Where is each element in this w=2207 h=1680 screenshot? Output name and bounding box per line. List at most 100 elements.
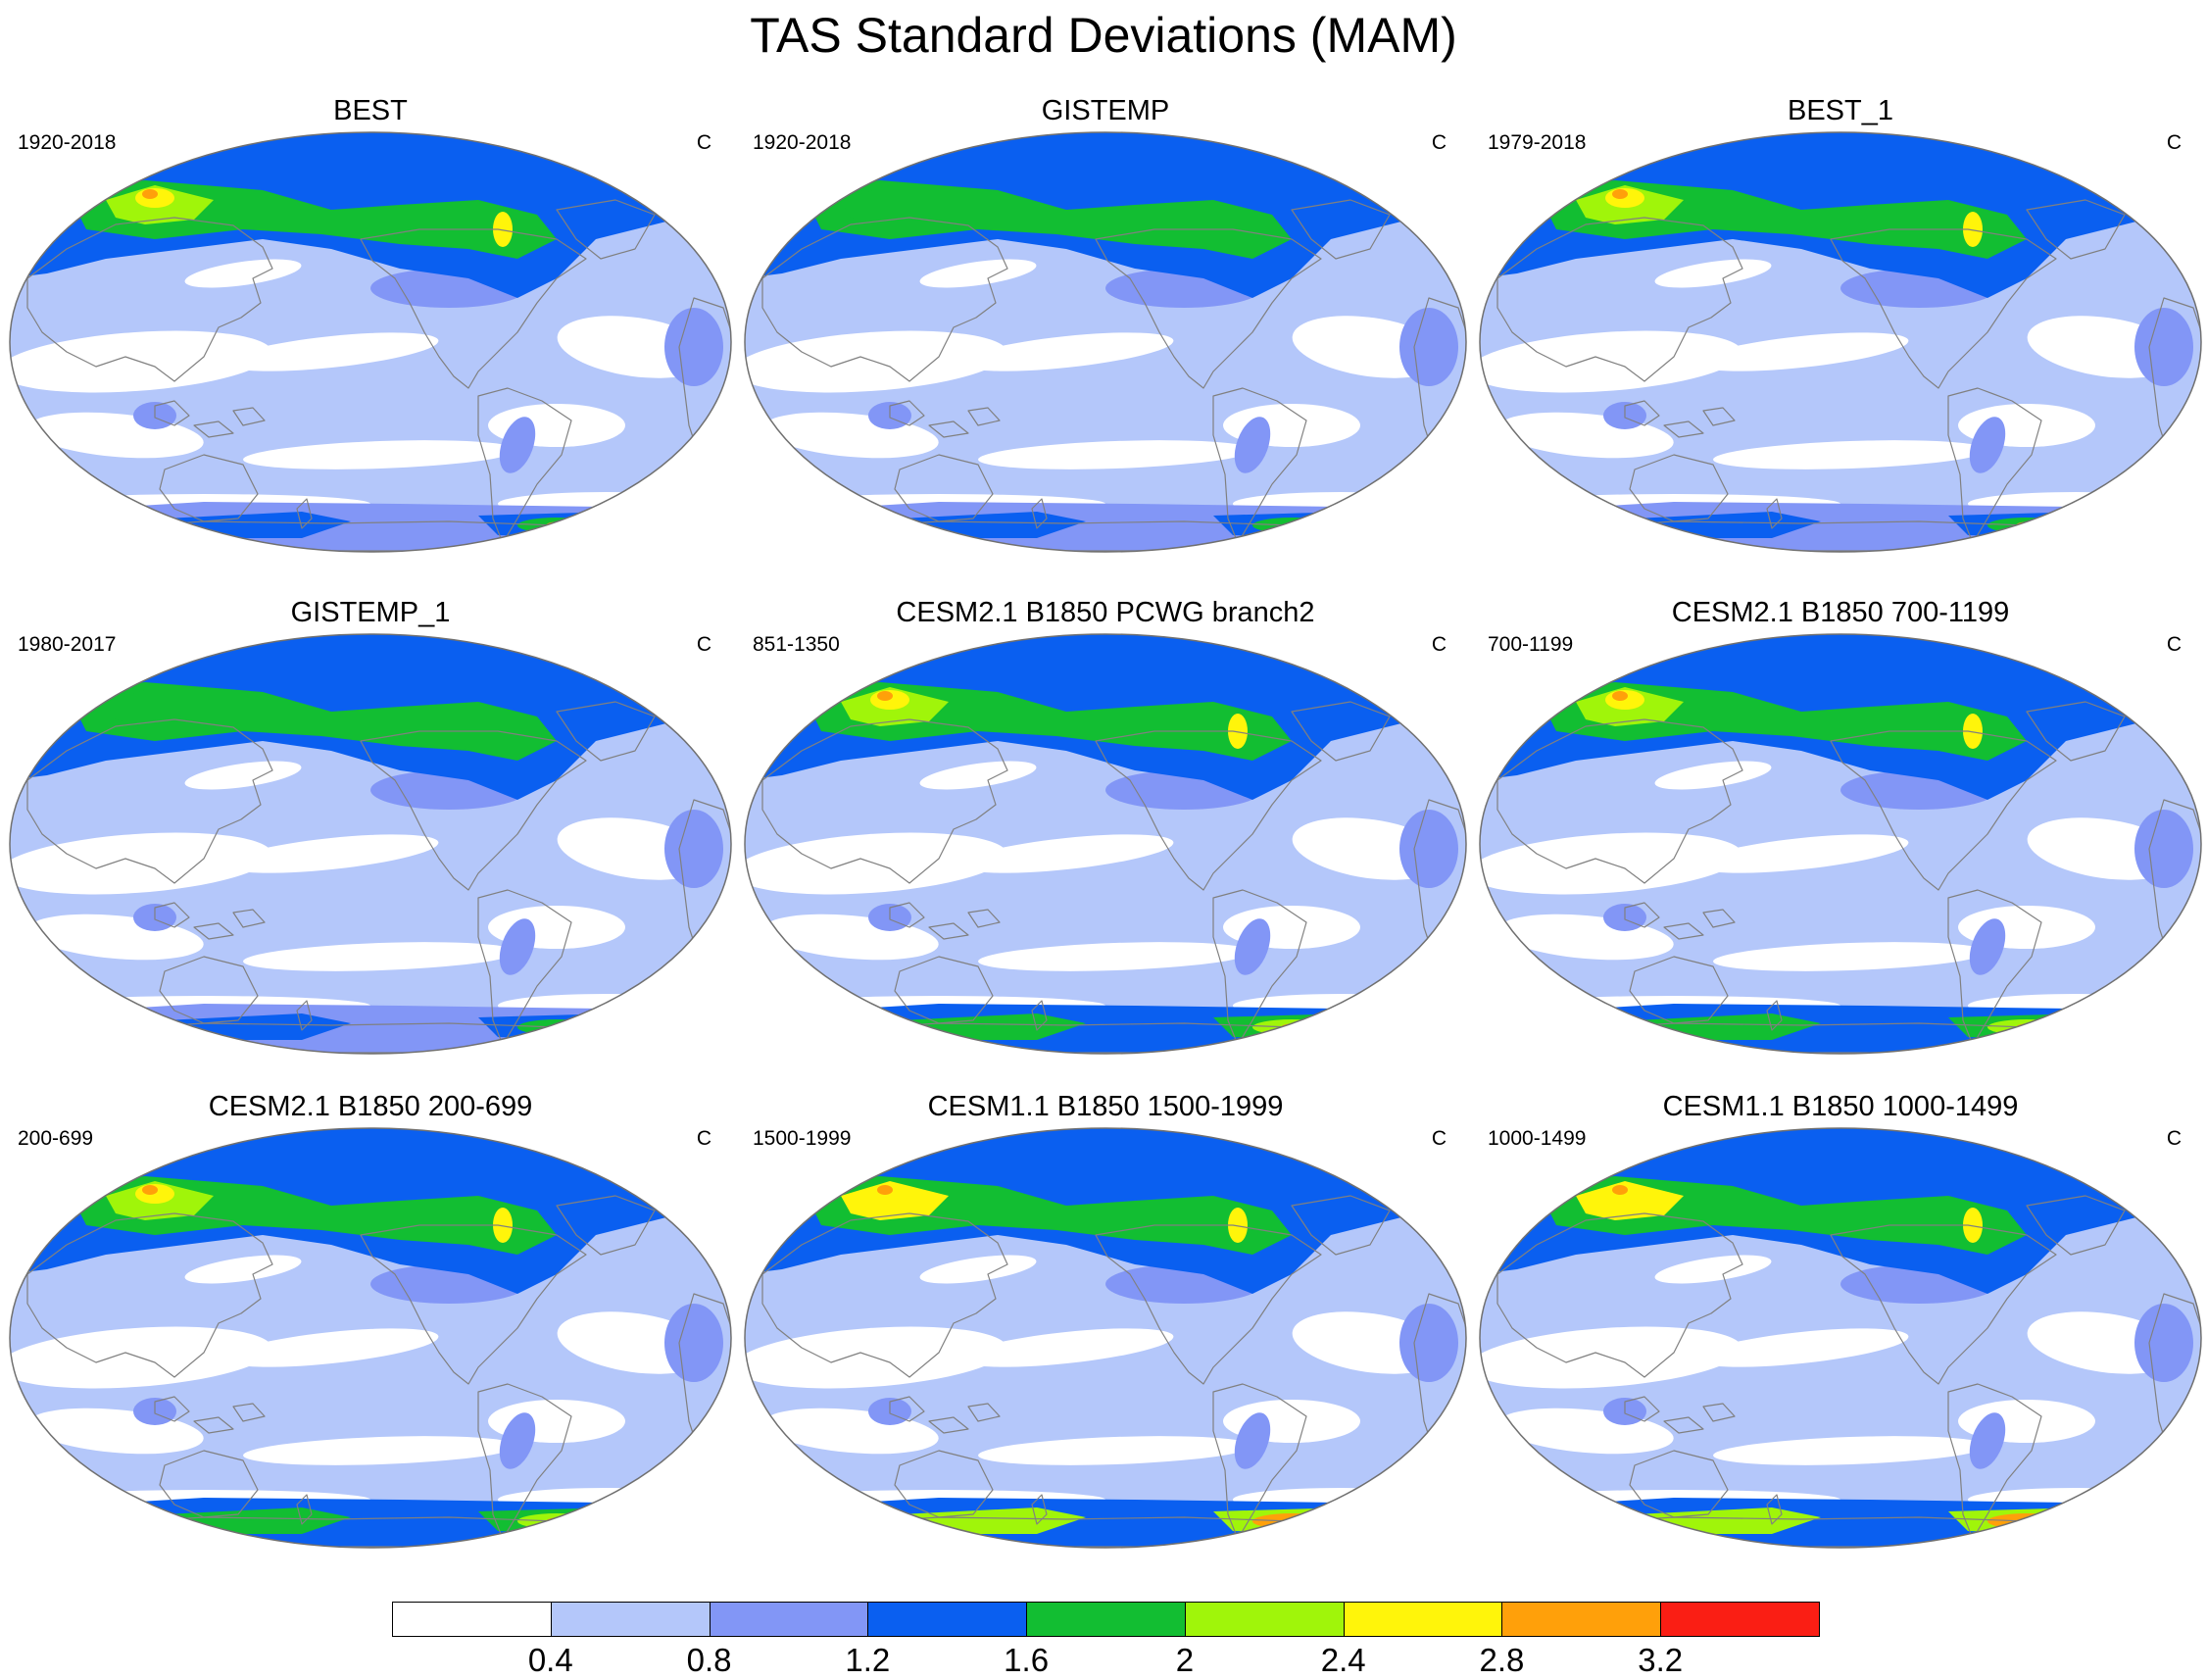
coastline-3 [232,407,266,426]
sh-green-east [1213,1013,1390,1040]
colorbar-segment [867,1602,1028,1637]
siberia-hotter [1612,1185,1628,1195]
panel-unit: C [1431,1127,1447,1150]
sh-green-east [478,1013,655,1040]
canada-hot [1963,714,1983,749]
colorbar-segment [1660,1602,1820,1637]
map-panel: CESM2.1 B1850 200-699 200-699 C [8,1090,733,1551]
sh-blue [10,1004,731,1054]
siberia-hotter [877,1185,893,1195]
coastline-5 [1766,1000,1783,1031]
coastline-5 [1031,498,1048,529]
map-panel: CESM1.1 B1850 1000-1499 1000-1499 C [1478,1090,2203,1551]
coastline-3 [967,909,1001,928]
colorbar-label: 2 [1175,1642,1195,1678]
sh-hot [2016,521,2047,529]
africa-midblue [2134,810,2193,888]
coastline-2 [928,420,969,438]
coastline-3 [1702,407,1736,426]
panel-unit: C [1431,633,1447,656]
canada-hot [493,212,513,247]
tropical-band-central [1693,1328,1909,1367]
colorbar-label: 3.2 [1638,1642,1684,1678]
coastline-9 [556,199,656,260]
world-map [1479,1127,2202,1549]
pacific-white-patch [184,1255,302,1284]
map-panel: CESM2.1 B1850 PCWG branch2 851-1350 C [743,596,1468,1057]
coastline-2 [1663,922,1704,940]
pacific-white-patch [1654,259,1772,288]
sh-hottest [561,1518,572,1524]
coastline-1 [154,1396,190,1422]
tropical-band-west [745,330,1007,393]
panel-unit: C [2166,1127,2182,1150]
coastline-6 [1095,730,1322,891]
coastline-0 [761,217,1008,382]
coastline-5 [296,1000,313,1031]
coastline-0 [761,718,1008,884]
tropical-band-west [745,832,1007,895]
canada-hot [1228,1208,1248,1243]
coastline-5 [1766,1494,1783,1525]
tropical-band-central [223,834,439,873]
coastline-4 [159,956,259,1024]
coastline-3 [967,1403,1001,1422]
coastline-2 [928,1416,969,1434]
coastline-6 [1830,730,2057,891]
south-pacific-white [1713,1436,1987,1465]
colorbar-label: 0.4 [527,1642,573,1678]
map-panel: GISTEMP_1 1980-2017 C [8,596,733,1057]
panel-unit: C [696,633,711,656]
sh-green-east [478,512,655,538]
panel-unit: C [1431,131,1447,154]
coastline-3 [1702,909,1736,928]
sh-hot [546,1517,577,1525]
sh-hottest [2031,1024,2042,1030]
panel-period: 1920-2018 [753,131,852,154]
coastline-0 [761,1212,1008,1378]
coastline-9 [1291,1195,1391,1256]
siberia-hotter [877,691,893,701]
figure-title: TAS Standard Deviations (MAM) [750,8,1457,63]
panel-title: CESM1.1 B1850 1500-1999 [927,1091,1284,1122]
panel-unit: C [2166,633,2182,656]
map-field [1480,132,2201,552]
samerica-midblue [499,1412,536,1469]
colorbar-segment [1501,1602,1662,1637]
pacific-white-patch [919,761,1037,790]
tropical-band-west [10,330,272,393]
sh-hot [2016,1517,2047,1525]
map-border [1479,1127,2202,1549]
tropical-band-west [1480,330,1742,393]
coastline-5 [1031,1000,1048,1031]
africa-midblue [2134,1304,2193,1382]
south-pacific-white [1713,942,1987,971]
sh-blue [745,1004,1466,1054]
tropical-band-central [223,332,439,371]
coastline-2 [193,420,234,438]
south-pacific-white [978,942,1252,971]
sh-hottest [2031,522,2042,528]
colorbar-segment [550,1602,711,1637]
sh-green-east [1213,1507,1390,1534]
samerica-midblue [1234,1412,1271,1469]
sh-blue [745,502,1466,552]
pacific-white-patch [184,761,302,790]
coastline-5 [296,498,313,529]
sh-hot [1281,1517,1312,1525]
coastline-4 [159,454,259,522]
panel-unit: C [696,131,711,154]
coastline-4 [894,956,994,1024]
map-panel: GISTEMP 1920-2018 C [743,94,1468,555]
map-panel: CESM1.1 B1850 1500-1999 1500-1999 C [743,1090,1468,1551]
africa-midblue [1399,810,1458,888]
samerica-midblue [1969,1412,2006,1469]
coastline-1 [1624,902,1660,928]
panel-title: CESM2.1 B1850 200-699 [208,1091,533,1122]
tropical-band-central [1693,834,1909,873]
africa-midblue [1399,308,1458,386]
canada-hot [1228,714,1248,749]
tropical-band-west [1480,832,1742,895]
sh-hottest [561,522,572,528]
panel-title: CESM2.1 B1850 700-1199 [1671,597,2010,628]
